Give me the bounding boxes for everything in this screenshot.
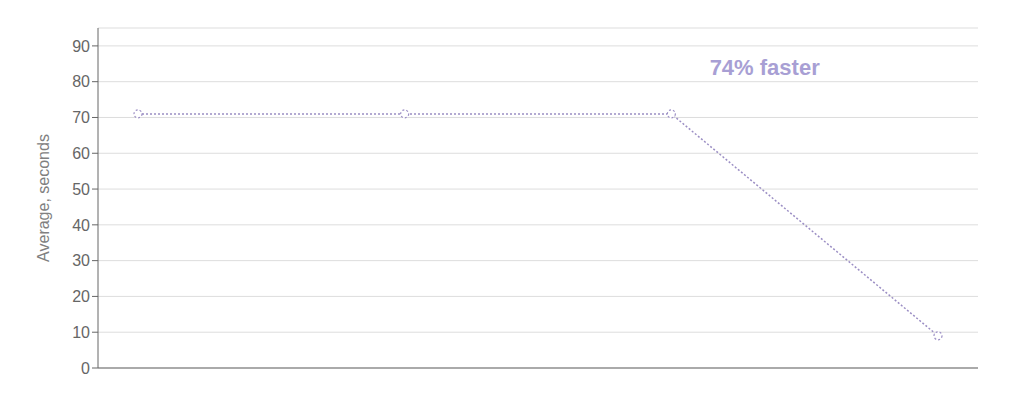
svg-text:74% faster: 74% faster (710, 55, 821, 80)
svg-text:50: 50 (72, 181, 90, 198)
svg-text:40: 40 (72, 217, 90, 234)
svg-text:Average, seconds: Average, seconds (35, 134, 52, 262)
svg-text:0: 0 (81, 360, 90, 377)
svg-text:80: 80 (72, 73, 90, 90)
svg-text:20: 20 (72, 288, 90, 305)
svg-text:70: 70 (72, 109, 90, 126)
svg-text:10: 10 (72, 324, 90, 341)
svg-text:60: 60 (72, 145, 90, 162)
svg-text:30: 30 (72, 252, 90, 269)
svg-text:90: 90 (72, 38, 90, 55)
